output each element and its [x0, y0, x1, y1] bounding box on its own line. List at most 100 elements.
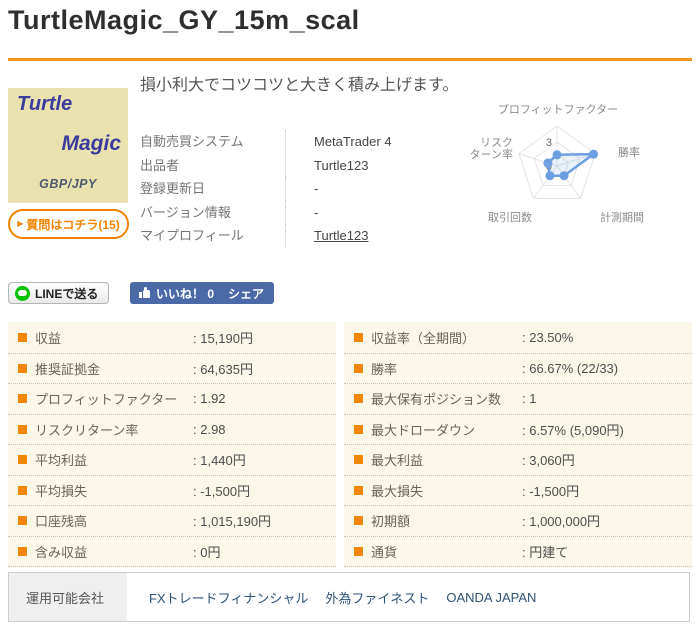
stat-row: 勝率: 66.67% (22/33)	[344, 354, 692, 384]
currency-pair-label: GBP/JPY	[39, 177, 97, 191]
stat-row: 口座残高: 1,015,190円	[8, 506, 336, 537]
square-bullet-icon	[354, 516, 363, 526]
square-bullet-icon	[18, 516, 27, 526]
detail-row: 登録更新日 -	[140, 177, 462, 201]
stats-table-right: 収益率（全期間）: 23.50% 勝率: 66.67% (22/33) 最大保有ポジ…	[344, 322, 692, 568]
stat-label: 勝率	[371, 361, 398, 377]
stat-value: : 15,190円	[193, 331, 253, 347]
stat-row: 最大利益 : 3,060円	[344, 445, 692, 476]
radar-grid-spoke	[556, 165, 581, 199]
stat-label: 最大損失	[371, 483, 424, 499]
stat-value: : -1,500円	[193, 483, 251, 499]
square-bullet-icon	[354, 424, 363, 434]
stat-row: 推奨証拠金: 64,635円	[8, 354, 336, 384]
radar-axis-label: 計測期間	[600, 210, 644, 224]
stat-label: 最大保有ポジション数	[371, 392, 502, 408]
stat-row: リスクリターン率: 2.98	[8, 415, 336, 445]
radar-grid-ring	[518, 125, 596, 199]
like-button-label: いいね！ 0	[156, 286, 215, 301]
square-bullet-icon	[18, 394, 27, 404]
detail-label: 登録更新日	[140, 181, 206, 196]
line-button-label: LINEで送る	[35, 286, 99, 301]
broker-link[interactable]: 外為ファイネスト	[325, 590, 430, 606]
stat-row: 収益 : 15,190円	[8, 323, 336, 354]
stat-row: 最大損失: -1,500円	[344, 476, 692, 506]
radar-data-point	[589, 149, 599, 159]
stat-label: 収益率（全期間）	[371, 331, 476, 347]
page-title: TurtleMagic_GY_15m_scal	[8, 5, 360, 35]
stat-row: 初期額 : 1,000,000円	[344, 506, 692, 537]
square-bullet-icon	[354, 546, 363, 556]
stat-label: 平均利益	[35, 453, 88, 469]
stat-value: : 円建て	[522, 544, 569, 560]
arrow-right-icon: ▶	[17, 219, 24, 228]
radar-axis-label: ターン率	[470, 147, 513, 161]
brokers-box: 運用可能会社 FXトレードフィナンシャル 外為ファイネスト OANDA JAPAN	[8, 572, 690, 622]
stat-value: : 23.50%	[522, 330, 574, 346]
stat-row: 通貨 : 円建て	[344, 537, 692, 567]
broker-link[interactable]: OANDA JAPAN	[446, 589, 537, 605]
stat-label: 収益	[35, 331, 62, 347]
square-bullet-icon	[354, 363, 363, 373]
radar-axis-label: 勝率	[618, 145, 640, 159]
stat-row: 平均損失 : -1,500円	[8, 476, 336, 506]
detail-label: マイプロフィール	[140, 228, 244, 243]
detail-value: MetaTrader 4	[285, 130, 462, 154]
stat-label: 最大利益	[371, 453, 424, 469]
detail-row: 自動売買システム MetaTrader 4	[140, 130, 462, 154]
radar-data-point	[543, 158, 553, 168]
stat-row: 最大保有ポジション数 : 1	[344, 384, 692, 415]
facebook-share-button[interactable]: シェア	[218, 282, 275, 304]
detail-value: -	[285, 200, 462, 224]
line-share-button[interactable]: LINEで送る	[8, 282, 110, 304]
stat-value: : 3,060円	[522, 453, 575, 469]
radar-data-point	[559, 171, 569, 181]
detail-value: Turtle123	[285, 153, 462, 177]
square-bullet-icon	[354, 394, 363, 404]
radar-axis-label: リスク	[480, 136, 513, 149]
radar-grid-ring	[533, 141, 581, 186]
brokers-list: FXトレードフィナンシャル 外為ファイネスト OANDA JAPAN	[127, 573, 536, 621]
stat-label: 推奨証拠金	[35, 361, 101, 377]
stat-value: : 1	[522, 391, 537, 407]
stat-row: 最大ドローダウン : 6.57% (5,090円)	[344, 415, 692, 445]
title-divider	[8, 58, 692, 61]
square-bullet-icon	[354, 333, 363, 343]
square-bullet-icon	[18, 546, 27, 556]
question-button[interactable]: ▶ 質問はコチラ(15)	[8, 209, 129, 239]
detail-row: バージョン情報 -	[140, 200, 462, 224]
detail-label: 出品者	[140, 157, 180, 173]
detail-label: バージョン情報	[140, 204, 231, 220]
stat-value: : 6.57% (5,090円)	[522, 422, 624, 438]
stat-label: 通貨	[371, 544, 398, 560]
stat-label: 平均損失	[35, 483, 88, 499]
stat-value: : 1.92	[193, 391, 226, 407]
stat-row: プロフィットファクター: 1.92	[8, 384, 336, 415]
stat-row: 含み収益: 0円	[8, 537, 336, 567]
detail-value: -	[285, 177, 462, 201]
facebook-like-button[interactable]: いいね！ 0	[130, 282, 224, 304]
square-bullet-icon	[18, 424, 27, 434]
square-bullet-icon	[18, 333, 27, 343]
product-details-table: 自動売買システム MetaTrader 4 出品者 Turtle123 登録更新日 - バー…	[140, 130, 462, 248]
detail-value-link[interactable]: Turtle123	[285, 224, 462, 248]
stats-table-left: 収益 : 15,190円推奨証拠金: 64,635円 プロフィットファクター: 1.…	[8, 322, 336, 568]
stat-row: 収益率（全期間） : 23.50%	[344, 323, 692, 354]
square-bullet-icon	[18, 485, 27, 495]
radar-axis-label: 取引回数	[488, 210, 532, 224]
question-button-label: 質問はコチラ(15)	[26, 217, 120, 232]
line-icon	[15, 285, 30, 301]
radar-grid-spoke	[533, 165, 558, 199]
detail-label: 自動売買システム	[140, 134, 244, 149]
stat-value: : 0円	[193, 544, 221, 560]
radar-grid-spoke	[556, 153, 596, 167]
broker-link[interactable]: FXトレードフィナンシャル	[149, 590, 309, 606]
stat-label: 最大ドローダウン	[371, 422, 476, 438]
stat-value: : 1,000,000円	[522, 514, 601, 530]
radar-data-point	[545, 171, 555, 181]
brokers-label: 運用可能会社	[9, 573, 127, 621]
stat-label: 初期額	[371, 514, 411, 530]
detail-row: 出品者 Turtle123	[140, 153, 462, 177]
thumbs-up-icon	[139, 287, 150, 298]
